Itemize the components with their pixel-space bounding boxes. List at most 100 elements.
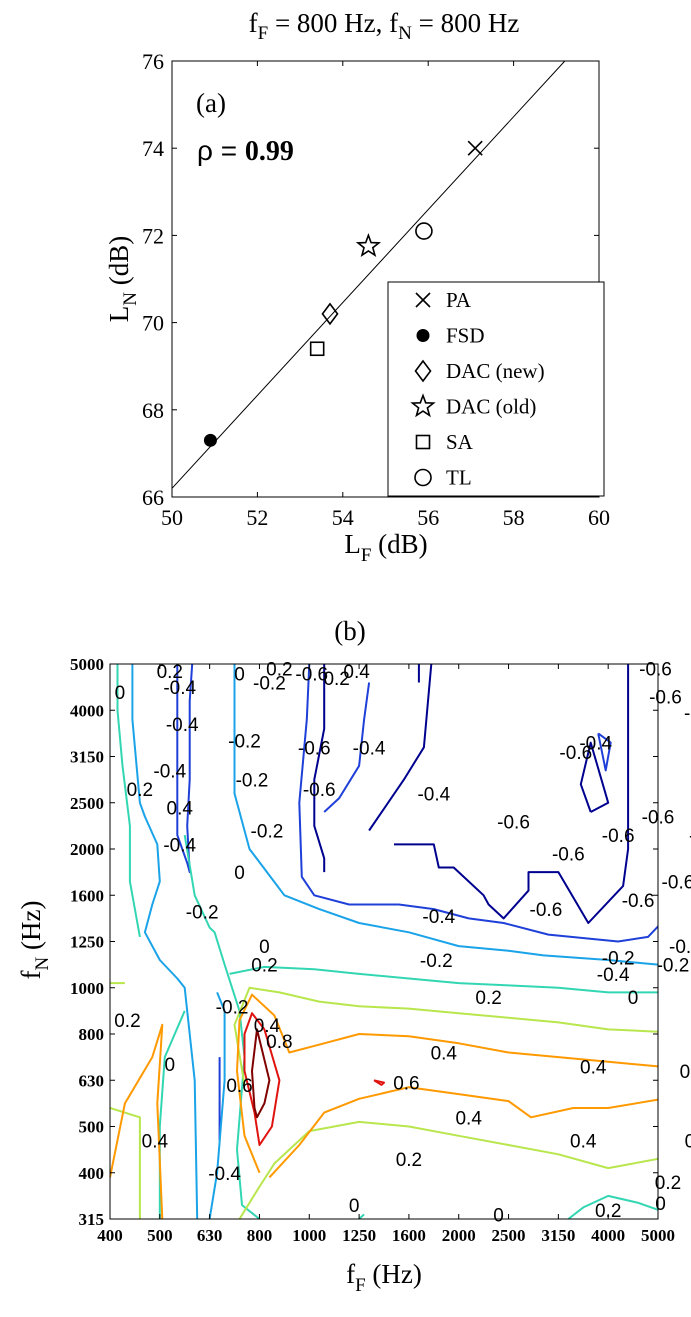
- contour-line: [597, 732, 612, 772]
- panel-a-ticks: 50 52 54 56 58 60 66 68 70 72 74 76: [142, 49, 610, 530]
- contour-label: -0.6: [649, 687, 682, 708]
- contour-label: 0.6: [226, 1076, 252, 1097]
- y-tick-label: 72: [142, 223, 164, 248]
- contour-label: -0.6: [530, 900, 563, 921]
- contour-label: -0.6: [639, 660, 672, 681]
- x-tick-label: 800: [247, 1226, 273, 1245]
- legend-marker: [414, 359, 432, 383]
- contour-label: -0.6: [295, 664, 328, 685]
- panel-a: fF = 800 Hz, fN = 800 Hz 50 52 54 56 58 60 66 6…: [104, 8, 610, 566]
- contour-label: 0.2: [595, 1201, 621, 1222]
- panel-a-points: [203, 140, 483, 447]
- data-point: [355, 232, 382, 258]
- contour-label: -0.4: [208, 1164, 241, 1185]
- contour-label: -0.6: [298, 738, 331, 759]
- legend-marker: [410, 393, 436, 418]
- contour-label: -0.2: [228, 731, 261, 752]
- contour-label: -0.6: [552, 845, 585, 866]
- panel-b-ylabel: fN (Hz): [16, 901, 53, 980]
- contour-line: [394, 664, 630, 924]
- data-point: [321, 302, 339, 326]
- y-tick-label: 3150: [70, 748, 104, 767]
- contour-label: 0.2: [251, 956, 277, 977]
- x-tick-label: 58: [503, 505, 525, 530]
- contour-label: 0: [628, 988, 639, 1009]
- contour-label: -0.4: [579, 734, 612, 755]
- contour-line: [229, 965, 658, 994]
- panel-a-title: fF = 800 Hz, fN = 800 Hz: [249, 8, 520, 44]
- y-tick-label: 800: [79, 1025, 105, 1044]
- legend-entries: PA FSD DAC (new) DAC (old) SA TL: [410, 288, 545, 490]
- contour-label: 0.4: [142, 1131, 169, 1152]
- x-tick-label: 1000: [292, 1226, 326, 1245]
- legend-marker: [415, 292, 431, 308]
- contour-label: 0: [115, 683, 126, 704]
- contour-label: 0: [234, 863, 245, 884]
- legend-box: [387, 281, 605, 497]
- legend-label: DAC (old): [446, 395, 536, 419]
- contour-label: -0.2: [186, 902, 219, 923]
- contour-label: -0.2: [251, 822, 284, 843]
- contour-line: [298, 664, 658, 943]
- contour-line: [579, 741, 610, 813]
- data-point: [467, 140, 483, 156]
- y-tick-label: 500: [79, 1118, 105, 1137]
- contour-line: [268, 1086, 658, 1179]
- contour-label: 0: [164, 1055, 175, 1076]
- panel-b-ticks: 400 500 630 800 1000 1250 1600 2000 2500 3150 4000…: [70, 655, 675, 1245]
- contour-label: -0.2: [216, 997, 249, 1018]
- contour-line: [131, 664, 199, 1219]
- contour-label: 0.4: [685, 1131, 691, 1152]
- contour-label: -0.6: [559, 743, 592, 764]
- y-tick-label: 1600: [70, 886, 104, 905]
- legend-marker: [414, 468, 432, 487]
- contour-label: -0.6: [689, 826, 691, 847]
- y-tick-label: 76: [142, 49, 164, 74]
- legend-label: FSD: [446, 324, 485, 348]
- contour-label: 0.6: [393, 1074, 419, 1095]
- x-tick-label: 52: [246, 505, 268, 530]
- x-tick-label: 54: [332, 505, 354, 530]
- y-tick-label: 1000: [70, 979, 104, 998]
- contour-labels: 0 -0.40.2-0.40 -0.20.2 -0.60.20.4-0.2 -0.6 -0…: [114, 660, 691, 1227]
- contour-line: [567, 1194, 658, 1219]
- y-tick-label: 315: [79, 1210, 105, 1229]
- contour-label: -0.4: [597, 965, 630, 986]
- x-tick-label: 56: [417, 505, 439, 530]
- y-tick-label: 66: [142, 485, 164, 510]
- contour-lines: [110, 664, 658, 1219]
- y-tick-label: 68: [142, 398, 164, 423]
- legend-label: TL: [446, 466, 472, 490]
- x-tick-label: 500: [147, 1226, 173, 1245]
- x-tick-label: 50: [161, 505, 183, 530]
- x-tick-label: 400: [97, 1226, 123, 1245]
- contour-label: -0.2: [657, 956, 690, 977]
- legend: PA FSD DAC (new) DAC (old) SA TL: [387, 281, 605, 497]
- contour-line: [233, 664, 658, 966]
- contour-label: 0.4: [254, 1016, 281, 1037]
- contour-label: -0.4: [163, 678, 196, 699]
- contour-line: [251, 1028, 271, 1119]
- contour-line: [313, 664, 326, 873]
- contour-line: [368, 664, 433, 832]
- contour-label: -0.6: [497, 812, 530, 833]
- panel-a-xlabel: LF (dB): [344, 529, 427, 566]
- contour-label: -0.6: [602, 826, 635, 847]
- contour-line: [110, 1107, 141, 1219]
- contour-label: 0.4: [167, 798, 194, 819]
- x-tick-label: 1250: [342, 1226, 376, 1245]
- contour-label: 0.4: [343, 662, 370, 683]
- y-tick-label: 630: [79, 1071, 105, 1090]
- contour-label: -0.6: [303, 780, 336, 801]
- correlation-text: ρ = 0.99: [197, 135, 294, 167]
- contour-line: [183, 834, 261, 1219]
- contour-label: 0.2: [266, 660, 292, 681]
- contour-line: [373, 1079, 385, 1086]
- contour-label: 0: [259, 937, 270, 958]
- panel-b-label: (b): [334, 616, 365, 646]
- contour-label: 0.4: [455, 1108, 482, 1129]
- contour-label: -0.2: [236, 771, 269, 792]
- contour-line: [158, 1010, 186, 1219]
- data-point: [203, 433, 217, 447]
- contour-label: -0.4: [669, 937, 691, 958]
